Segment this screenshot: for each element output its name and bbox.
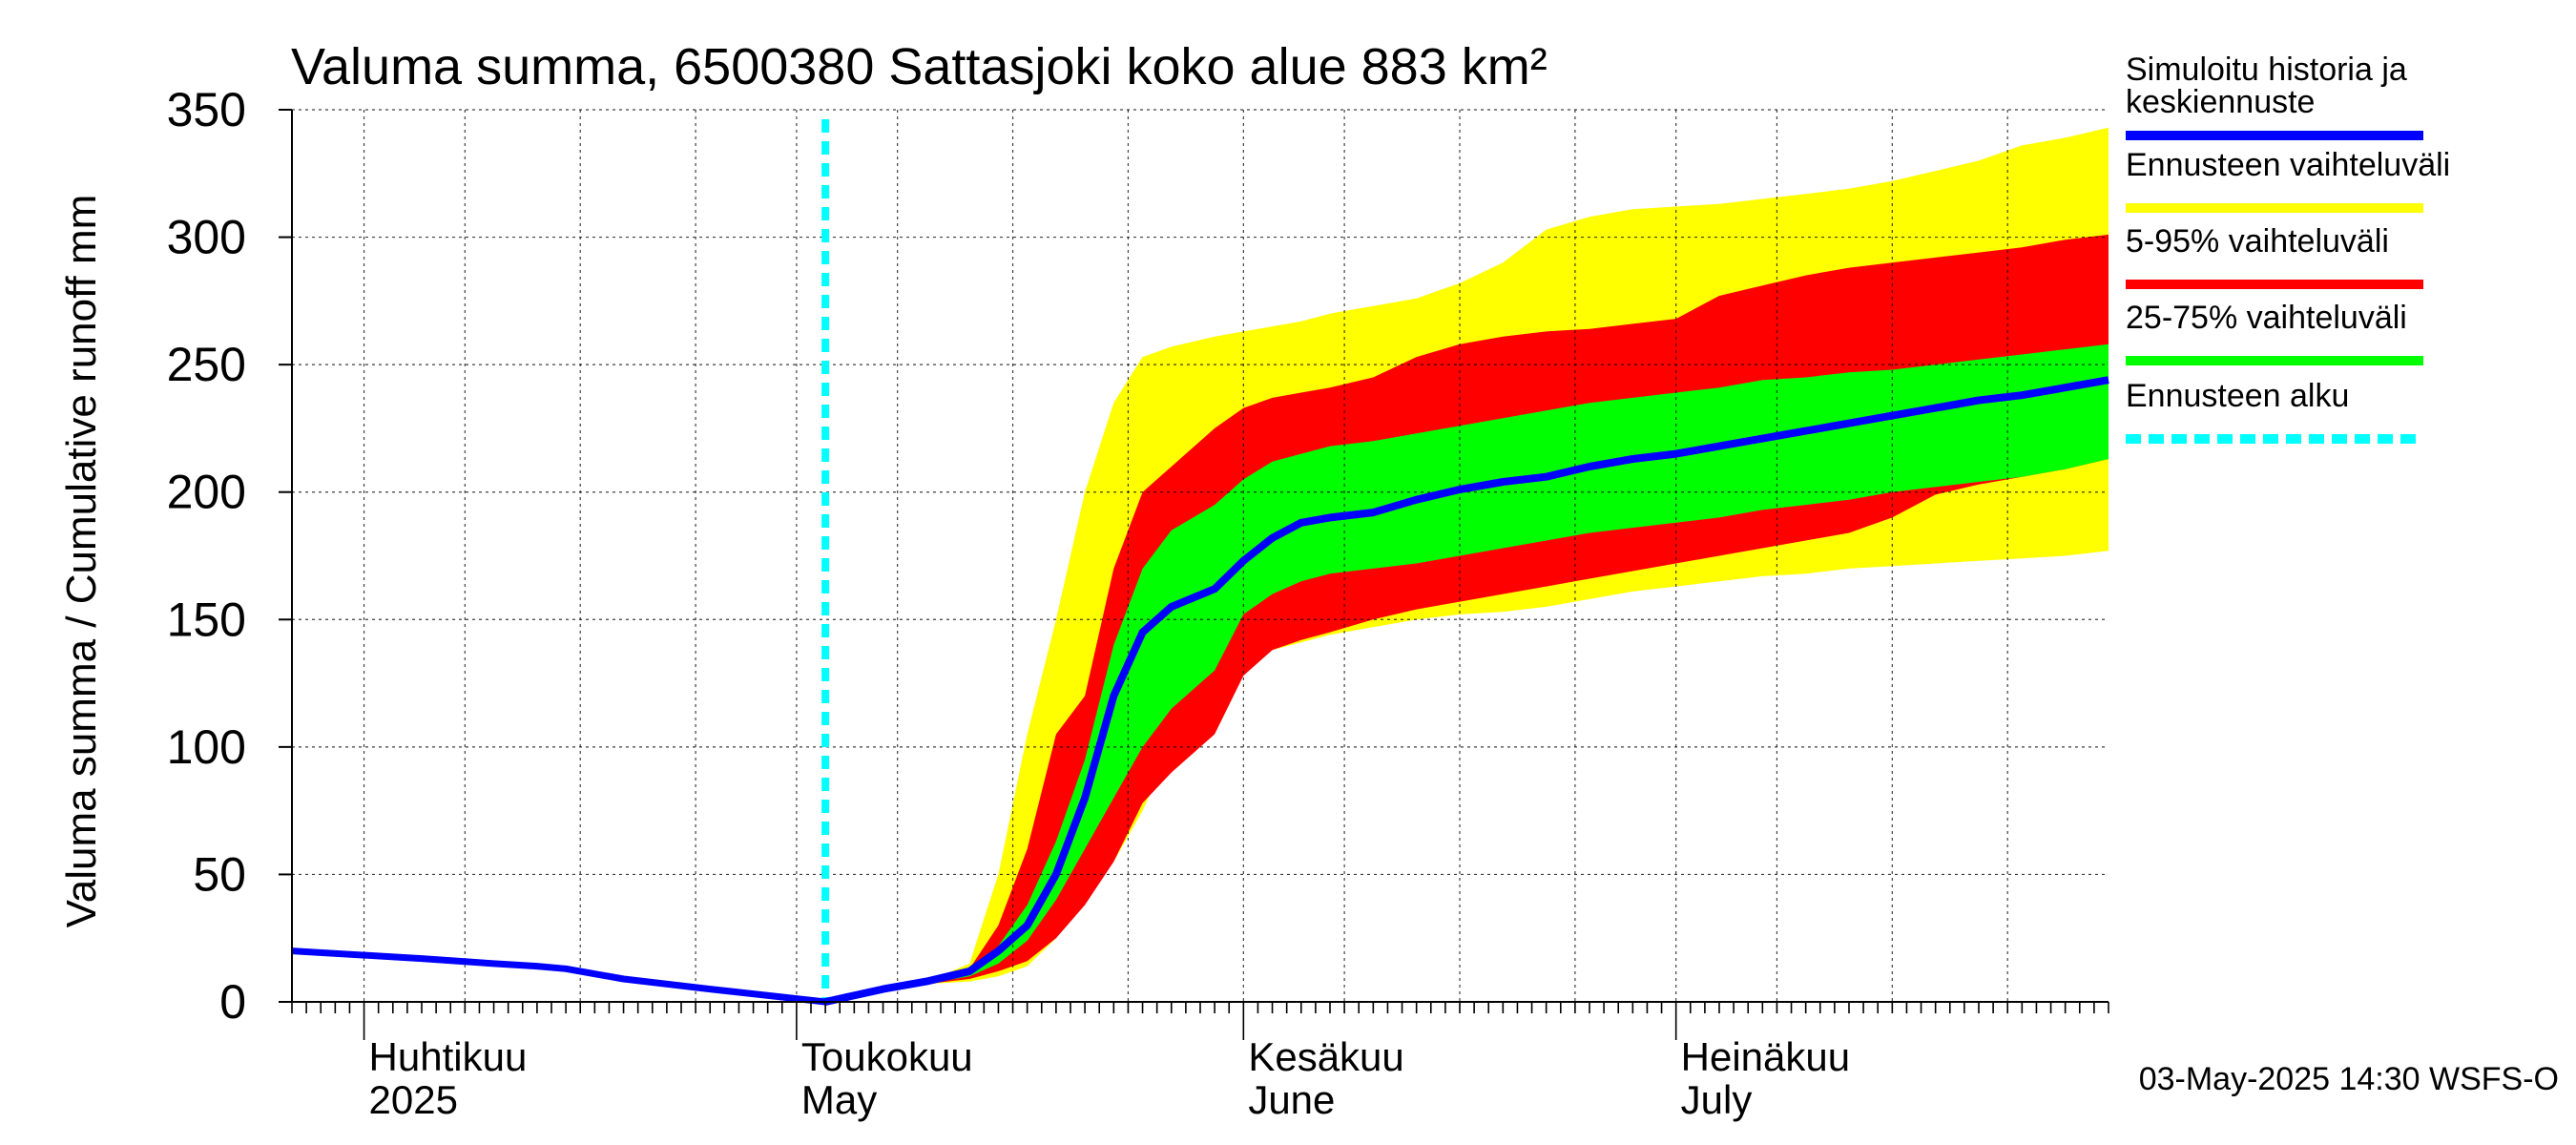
band-5-95 [825, 234, 2109, 1002]
grid-lines [292, 109, 2109, 1002]
y-tick-label: 350 [167, 83, 246, 136]
legend-label: 25-75% vaihteluväli [2126, 300, 2407, 336]
y-tick-label: 0 [219, 975, 246, 1029]
axes [279, 109, 2109, 1040]
month-label: Huhtikuu [369, 1034, 528, 1079]
y-tick-label: 200 [167, 466, 246, 519]
median-forecast-line [824, 376, 2109, 1006]
plot-bands [825, 127, 2109, 1002]
footer-timestamp: 03-May-2025 14:30 WSFS-O [2139, 1061, 2559, 1097]
legend-label: Simuloitu historia ja [2126, 52, 2407, 88]
legend-label: Ennusteen vaihteluväli [2126, 147, 2450, 183]
month-label: Kesäkuu [1248, 1034, 1403, 1079]
month-label: Heinäkuu [1681, 1034, 1850, 1079]
month-label-secondary: June [1248, 1077, 1335, 1122]
band-25-75 [825, 344, 2109, 1002]
month-label: Toukokuu [801, 1034, 973, 1079]
history-line [291, 947, 826, 1006]
y-tick-label: 50 [193, 847, 246, 901]
month-label-secondary: May [801, 1077, 877, 1122]
y-tick-label: 100 [167, 720, 246, 774]
y-tick-label: 150 [167, 593, 246, 646]
legend-label: Ennusteen alku [2126, 378, 2349, 414]
legend-label: 5-95% vaihteluväli [2126, 223, 2389, 260]
chart-title: Valuma summa, 6500380 Sattasjoki koko al… [291, 38, 1548, 95]
y-tick-label: 250 [167, 338, 246, 391]
month-label-secondary: July [1681, 1077, 1753, 1122]
plot-lines [291, 119, 2109, 1006]
y-tick-label: 300 [167, 211, 246, 264]
y-tick-labels: 0 50 100 150 200 250 300 350 [167, 83, 246, 1029]
month-label-secondary: 2025 [369, 1077, 458, 1122]
legend-label: keskiennuste [2126, 84, 2315, 120]
y-axis-label: Valuma summa / Cumulative runoff mm [58, 195, 105, 928]
